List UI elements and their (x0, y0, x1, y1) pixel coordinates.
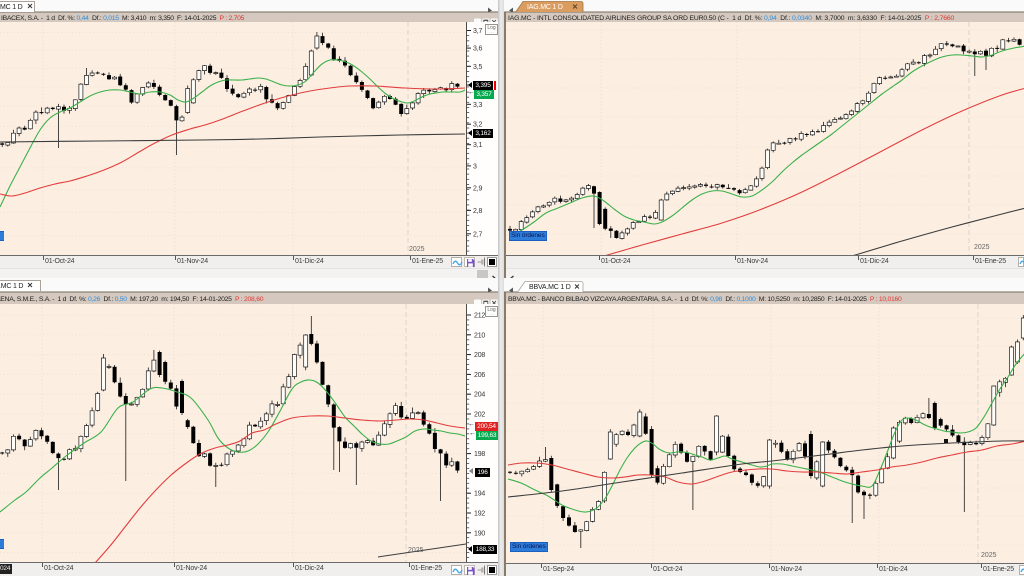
svg-text:3,2: 3,2 (473, 122, 482, 129)
svg-text:212: 212 (474, 313, 485, 320)
svg-text:3,1: 3,1 (473, 142, 482, 149)
svg-text:194: 194 (474, 491, 485, 498)
svg-text:210: 210 (474, 332, 485, 339)
svg-text:3,3: 3,3 (473, 102, 482, 109)
svg-text:198: 198 (474, 451, 485, 458)
svg-text:3,7: 3,7 (473, 28, 482, 35)
svg-text:BBVA.MC 1 D: BBVA.MC 1 D (529, 284, 571, 291)
svg-text:IAG.MC 1 D: IAG.MC 1 D (527, 4, 563, 11)
svg-text:202: 202 (474, 412, 485, 419)
svg-text:3,5: 3,5 (473, 64, 482, 71)
svg-text:2,8: 2,8 (473, 208, 482, 215)
svg-text:3: 3 (473, 163, 477, 170)
svg-text:2,9: 2,9 (473, 185, 482, 192)
svg-text:204: 204 (474, 392, 485, 399)
svg-text:192: 192 (474, 511, 485, 518)
svg-text:3,6: 3,6 (473, 46, 482, 53)
svg-text:2,7: 2,7 (473, 231, 482, 238)
svg-text:190: 190 (474, 530, 485, 537)
svg-text:208: 208 (474, 352, 485, 359)
svg-text:206: 206 (474, 372, 485, 379)
